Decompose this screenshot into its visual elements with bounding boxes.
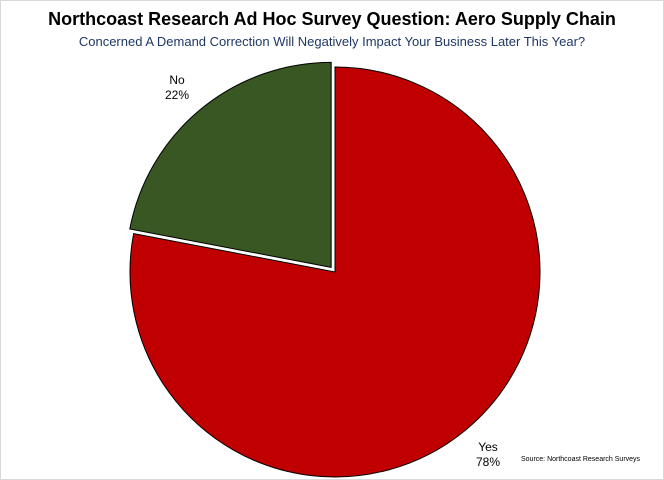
chart-title: Northcoast Research Ad Hoc Survey Questi… (48, 9, 616, 29)
slice-label-yes: Yes (478, 440, 498, 454)
slice-value-no: 22% (165, 88, 189, 102)
pie-slice-no (129, 61, 332, 268)
pie-slices (129, 61, 541, 478)
pie-slice-yes (129, 66, 541, 478)
source-note: Source: Northcoast Research Surveys (521, 456, 641, 463)
slice-label-no: No (169, 73, 185, 87)
chart-subtitle: Concerned A Demand Correction Will Negat… (78, 34, 586, 49)
slice-value-yes: 78% (476, 455, 500, 469)
